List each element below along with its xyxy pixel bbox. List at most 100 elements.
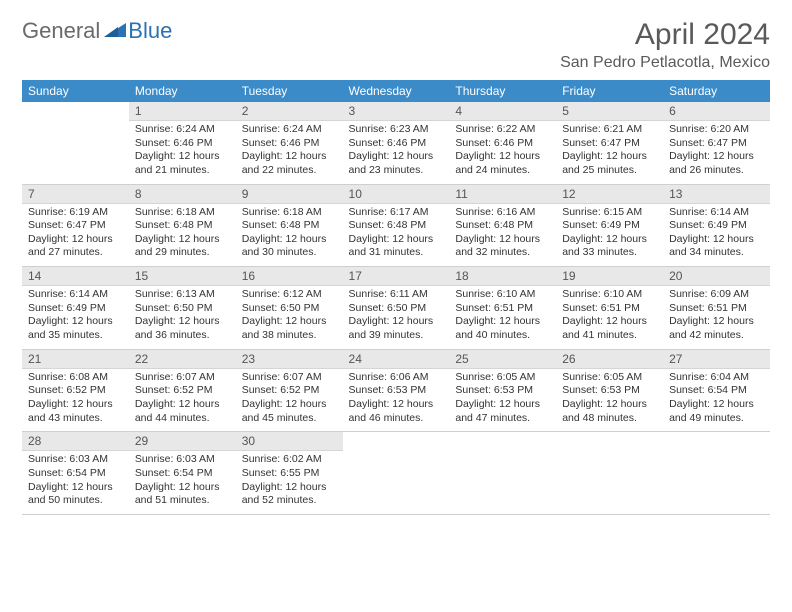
calendar-day-cell: 11Sunrise: 6:16 AMSunset: 6:48 PMDayligh… [449, 184, 556, 267]
sunset-text: Sunset: 6:49 PM [669, 219, 764, 233]
calendar-day-cell: 2Sunrise: 6:24 AMSunset: 6:46 PMDaylight… [236, 102, 343, 184]
calendar-day-cell [663, 432, 770, 515]
daylight-text: Daylight: 12 hours and 49 minutes. [669, 398, 764, 425]
sunrise-text: Sunrise: 6:17 AM [349, 206, 444, 220]
sunset-text: Sunset: 6:53 PM [455, 384, 550, 398]
day-number: 20 [663, 267, 770, 286]
weekday-header: Saturday [663, 80, 770, 102]
day-number: 24 [343, 350, 450, 369]
sunset-text: Sunset: 6:53 PM [349, 384, 444, 398]
sunset-text: Sunset: 6:48 PM [455, 219, 550, 233]
day-content: Sunrise: 6:10 AMSunset: 6:51 PMDaylight:… [449, 286, 556, 349]
day-content: Sunrise: 6:19 AMSunset: 6:47 PMDaylight:… [22, 204, 129, 267]
sunrise-text: Sunrise: 6:16 AM [455, 206, 550, 220]
header: General Blue April 2024 San Pedro Petlac… [22, 18, 770, 72]
day-content: Sunrise: 6:05 AMSunset: 6:53 PMDaylight:… [449, 369, 556, 432]
daylight-text: Daylight: 12 hours and 52 minutes. [242, 481, 337, 508]
daylight-text: Daylight: 12 hours and 43 minutes. [28, 398, 123, 425]
calendar-day-cell: 16Sunrise: 6:12 AMSunset: 6:50 PMDayligh… [236, 267, 343, 350]
calendar-day-cell: 8Sunrise: 6:18 AMSunset: 6:48 PMDaylight… [129, 184, 236, 267]
sunrise-text: Sunrise: 6:18 AM [135, 206, 230, 220]
day-number: 18 [449, 267, 556, 286]
daylight-text: Daylight: 12 hours and 39 minutes. [349, 315, 444, 342]
day-content: Sunrise: 6:07 AMSunset: 6:52 PMDaylight:… [236, 369, 343, 432]
sunset-text: Sunset: 6:50 PM [135, 302, 230, 316]
calendar-day-cell: 9Sunrise: 6:18 AMSunset: 6:48 PMDaylight… [236, 184, 343, 267]
day-number: 26 [556, 350, 663, 369]
daylight-text: Daylight: 12 hours and 22 minutes. [242, 150, 337, 177]
sunrise-text: Sunrise: 6:10 AM [562, 288, 657, 302]
weekday-header: Sunday [22, 80, 129, 102]
day-content: Sunrise: 6:18 AMSunset: 6:48 PMDaylight:… [129, 204, 236, 267]
calendar-day-cell: 3Sunrise: 6:23 AMSunset: 6:46 PMDaylight… [343, 102, 450, 184]
day-number: 30 [236, 432, 343, 451]
sunset-text: Sunset: 6:46 PM [135, 137, 230, 151]
sunset-text: Sunset: 6:47 PM [562, 137, 657, 151]
calendar-week-row: 28Sunrise: 6:03 AMSunset: 6:54 PMDayligh… [22, 432, 770, 515]
calendar-day-cell: 10Sunrise: 6:17 AMSunset: 6:48 PMDayligh… [343, 184, 450, 267]
sunrise-text: Sunrise: 6:24 AM [135, 123, 230, 137]
calendar-week-row: 7Sunrise: 6:19 AMSunset: 6:47 PMDaylight… [22, 184, 770, 267]
day-number: 12 [556, 185, 663, 204]
calendar-day-cell: 20Sunrise: 6:09 AMSunset: 6:51 PMDayligh… [663, 267, 770, 350]
calendar-day-cell [556, 432, 663, 515]
sunrise-text: Sunrise: 6:07 AM [242, 371, 337, 385]
calendar-day-cell: 13Sunrise: 6:14 AMSunset: 6:49 PMDayligh… [663, 184, 770, 267]
sunrise-text: Sunrise: 6:06 AM [349, 371, 444, 385]
daylight-text: Daylight: 12 hours and 44 minutes. [135, 398, 230, 425]
weekday-header: Monday [129, 80, 236, 102]
sunrise-text: Sunrise: 6:15 AM [562, 206, 657, 220]
calendar-day-cell [449, 432, 556, 515]
calendar-day-cell: 25Sunrise: 6:05 AMSunset: 6:53 PMDayligh… [449, 349, 556, 432]
month-title: April 2024 [560, 18, 770, 52]
day-content: Sunrise: 6:08 AMSunset: 6:52 PMDaylight:… [22, 369, 129, 432]
weekday-header: Wednesday [343, 80, 450, 102]
daylight-text: Daylight: 12 hours and 25 minutes. [562, 150, 657, 177]
daylight-text: Daylight: 12 hours and 46 minutes. [349, 398, 444, 425]
sunrise-text: Sunrise: 6:13 AM [135, 288, 230, 302]
day-number: 6 [663, 102, 770, 121]
day-number: 23 [236, 350, 343, 369]
daylight-text: Daylight: 12 hours and 41 minutes. [562, 315, 657, 342]
day-number: 4 [449, 102, 556, 121]
day-content: Sunrise: 6:15 AMSunset: 6:49 PMDaylight:… [556, 204, 663, 267]
calendar-day-cell: 23Sunrise: 6:07 AMSunset: 6:52 PMDayligh… [236, 349, 343, 432]
sunrise-text: Sunrise: 6:18 AM [242, 206, 337, 220]
calendar-day-cell: 30Sunrise: 6:02 AMSunset: 6:55 PMDayligh… [236, 432, 343, 515]
daylight-text: Daylight: 12 hours and 32 minutes. [455, 233, 550, 260]
calendar-day-cell: 29Sunrise: 6:03 AMSunset: 6:54 PMDayligh… [129, 432, 236, 515]
calendar-day-cell: 5Sunrise: 6:21 AMSunset: 6:47 PMDaylight… [556, 102, 663, 184]
day-number: 16 [236, 267, 343, 286]
day-number: 19 [556, 267, 663, 286]
calendar-day-cell: 1Sunrise: 6:24 AMSunset: 6:46 PMDaylight… [129, 102, 236, 184]
calendar-day-cell: 18Sunrise: 6:10 AMSunset: 6:51 PMDayligh… [449, 267, 556, 350]
daylight-text: Daylight: 12 hours and 31 minutes. [349, 233, 444, 260]
day-content: Sunrise: 6:11 AMSunset: 6:50 PMDaylight:… [343, 286, 450, 349]
day-content: Sunrise: 6:10 AMSunset: 6:51 PMDaylight:… [556, 286, 663, 349]
sunset-text: Sunset: 6:50 PM [349, 302, 444, 316]
day-number: 9 [236, 185, 343, 204]
sunset-text: Sunset: 6:47 PM [669, 137, 764, 151]
calendar-day-cell [343, 432, 450, 515]
sunset-text: Sunset: 6:54 PM [669, 384, 764, 398]
sunset-text: Sunset: 6:51 PM [455, 302, 550, 316]
day-content: Sunrise: 6:03 AMSunset: 6:54 PMDaylight:… [22, 451, 129, 514]
day-content: Sunrise: 6:23 AMSunset: 6:46 PMDaylight:… [343, 121, 450, 184]
day-number: 22 [129, 350, 236, 369]
weekday-header: Tuesday [236, 80, 343, 102]
daylight-text: Daylight: 12 hours and 47 minutes. [455, 398, 550, 425]
weekday-header: Friday [556, 80, 663, 102]
calendar-day-cell: 14Sunrise: 6:14 AMSunset: 6:49 PMDayligh… [22, 267, 129, 350]
sunrise-text: Sunrise: 6:08 AM [28, 371, 123, 385]
day-content: Sunrise: 6:07 AMSunset: 6:52 PMDaylight:… [129, 369, 236, 432]
daylight-text: Daylight: 12 hours and 21 minutes. [135, 150, 230, 177]
weekday-header: Thursday [449, 80, 556, 102]
day-content [556, 436, 663, 490]
weekday-header-row: Sunday Monday Tuesday Wednesday Thursday… [22, 80, 770, 102]
calendar-day-cell: 4Sunrise: 6:22 AMSunset: 6:46 PMDaylight… [449, 102, 556, 184]
calendar-day-cell: 24 Sunrise: 6:06 AMSunset: 6:53 PMDayligh… [343, 349, 450, 432]
sunset-text: Sunset: 6:51 PM [562, 302, 657, 316]
calendar-table: Sunday Monday Tuesday Wednesday Thursday… [22, 80, 770, 515]
sunset-text: Sunset: 6:46 PM [349, 137, 444, 151]
logo-text-general: General [22, 18, 100, 44]
